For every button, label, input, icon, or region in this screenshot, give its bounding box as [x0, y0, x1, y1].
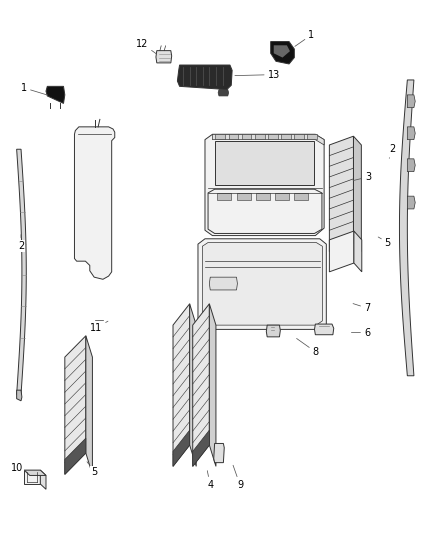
Polygon shape: [17, 390, 22, 401]
Polygon shape: [214, 443, 224, 463]
Polygon shape: [217, 193, 231, 200]
Polygon shape: [202, 243, 322, 325]
Text: 5: 5: [378, 237, 391, 247]
Polygon shape: [212, 134, 324, 145]
Text: 5: 5: [87, 462, 97, 477]
Polygon shape: [407, 159, 415, 172]
Polygon shape: [24, 470, 40, 484]
Polygon shape: [215, 134, 225, 139]
Polygon shape: [255, 134, 265, 139]
Polygon shape: [193, 304, 209, 466]
Polygon shape: [294, 193, 308, 200]
Polygon shape: [205, 134, 324, 236]
Polygon shape: [24, 470, 46, 475]
Polygon shape: [256, 193, 270, 200]
Polygon shape: [65, 336, 86, 474]
Polygon shape: [46, 86, 65, 103]
Text: 9: 9: [233, 465, 243, 490]
Text: 4: 4: [207, 471, 213, 490]
Polygon shape: [208, 189, 322, 233]
Polygon shape: [266, 325, 280, 337]
Text: 7: 7: [353, 303, 370, 313]
Text: 2: 2: [18, 235, 24, 251]
Polygon shape: [190, 304, 196, 466]
Polygon shape: [407, 95, 415, 108]
Polygon shape: [329, 231, 354, 272]
Text: 6: 6: [351, 328, 370, 337]
Polygon shape: [193, 430, 209, 466]
Text: 11: 11: [90, 321, 108, 333]
Polygon shape: [268, 134, 278, 139]
Text: 13: 13: [235, 70, 280, 79]
Polygon shape: [407, 196, 415, 209]
Polygon shape: [407, 127, 415, 140]
Polygon shape: [329, 136, 353, 252]
Polygon shape: [86, 336, 92, 474]
Polygon shape: [314, 324, 334, 335]
Polygon shape: [209, 304, 216, 466]
Polygon shape: [237, 193, 251, 200]
Polygon shape: [354, 231, 362, 272]
Polygon shape: [229, 134, 238, 139]
Polygon shape: [40, 470, 46, 489]
Polygon shape: [275, 193, 289, 200]
Polygon shape: [65, 438, 86, 474]
Text: 8: 8: [297, 338, 318, 357]
Polygon shape: [271, 42, 294, 64]
Polygon shape: [173, 304, 190, 466]
Polygon shape: [17, 149, 26, 394]
Polygon shape: [294, 134, 304, 139]
Polygon shape: [209, 277, 237, 290]
Text: 10: 10: [11, 463, 26, 473]
Polygon shape: [353, 136, 361, 252]
Polygon shape: [177, 65, 232, 90]
Polygon shape: [307, 134, 317, 139]
Polygon shape: [173, 430, 190, 466]
Text: 12: 12: [136, 39, 156, 54]
Text: 2: 2: [389, 144, 395, 158]
Polygon shape: [399, 80, 414, 376]
Polygon shape: [274, 45, 290, 58]
Text: 1: 1: [21, 83, 48, 95]
Polygon shape: [218, 90, 229, 96]
Polygon shape: [215, 141, 314, 185]
Polygon shape: [242, 134, 251, 139]
Polygon shape: [281, 134, 291, 139]
Text: 3: 3: [353, 172, 371, 182]
Polygon shape: [74, 127, 115, 279]
Polygon shape: [198, 239, 326, 329]
Polygon shape: [156, 51, 172, 63]
Text: 1: 1: [295, 30, 314, 46]
